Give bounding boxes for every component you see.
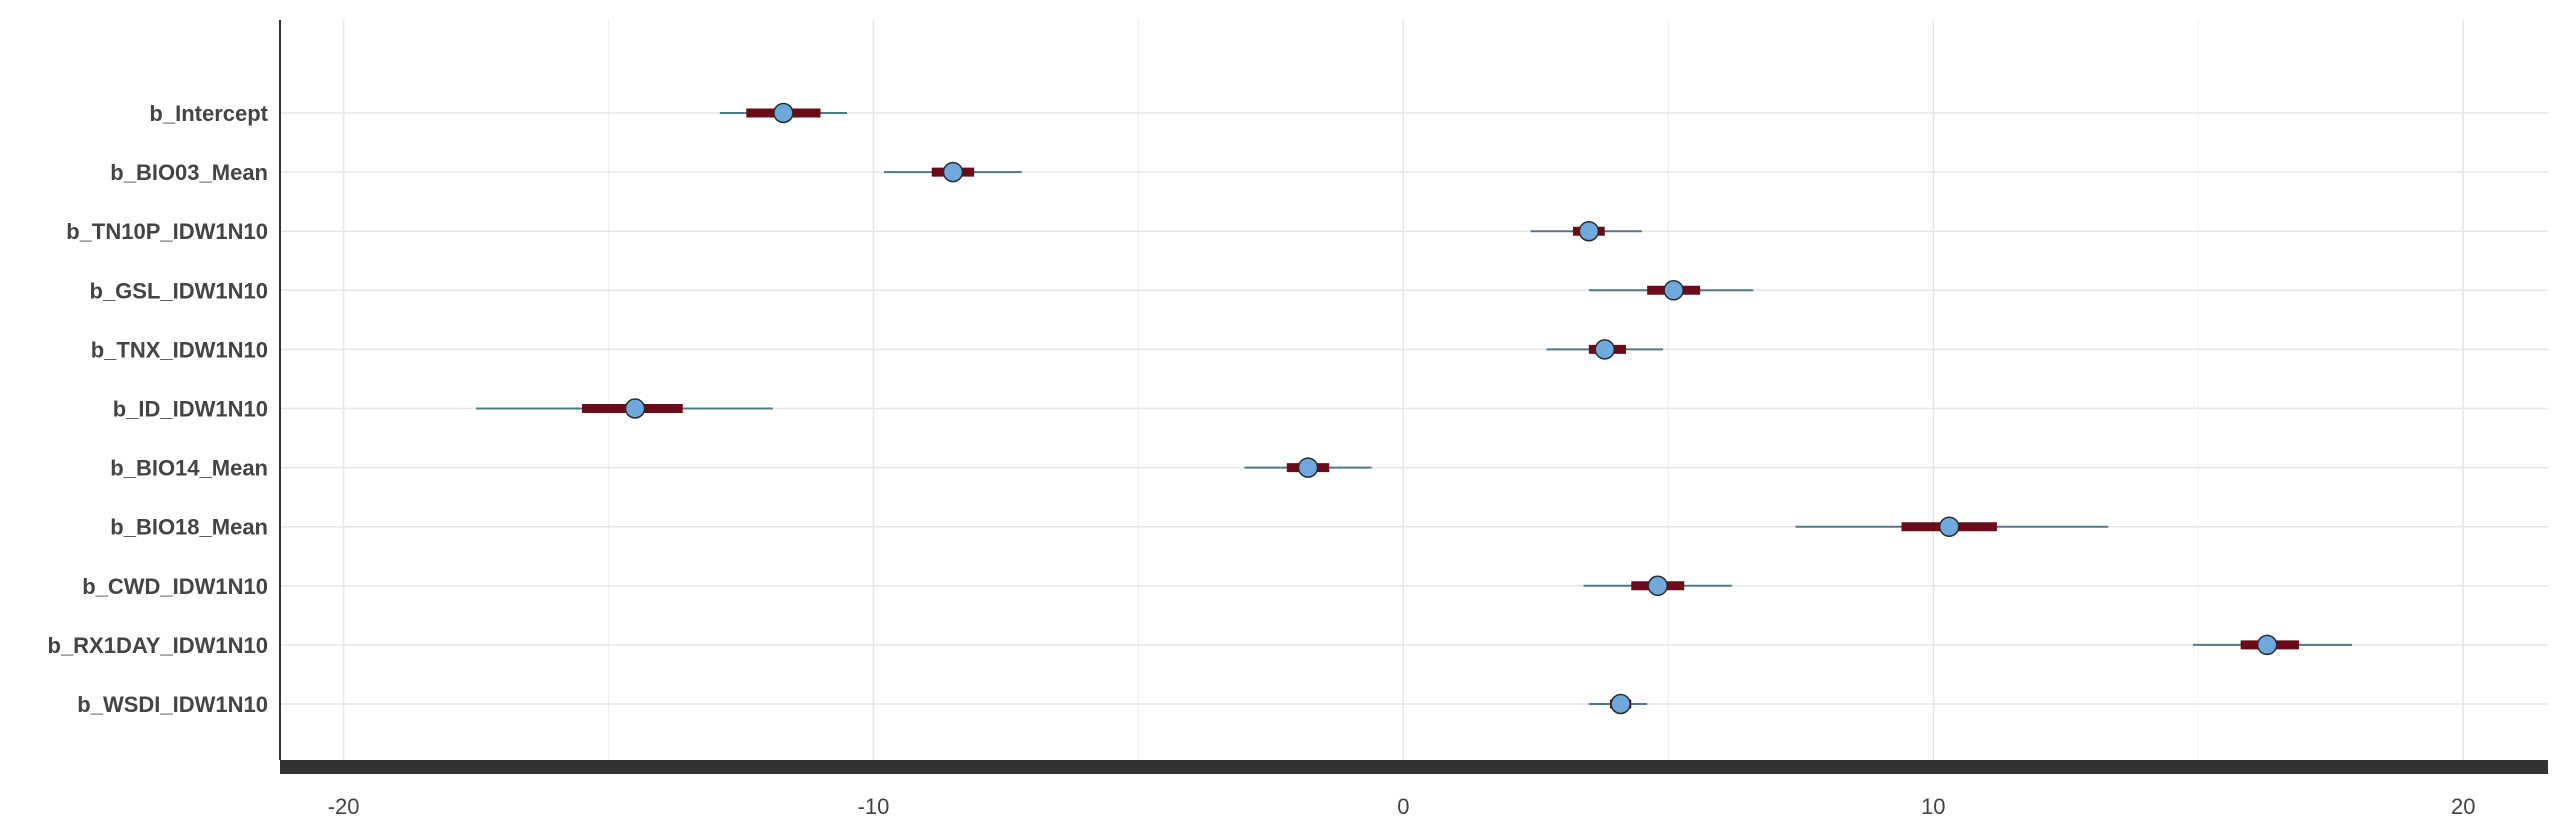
labels-layer: -20 -10 0 10 20 b_Intercept b_BIO03_Mean b_TN10…	[48, 101, 2476, 819]
y-tick-label: b_CWD_IDW1N10	[82, 574, 268, 599]
y-tick-label: b_ID_IDW1N10	[113, 397, 268, 422]
median-point	[1297, 457, 1319, 478]
axis-layer	[279, 20, 2548, 774]
median-point	[942, 161, 964, 183]
grid-layer	[280, 20, 2548, 760]
marks-layer	[476, 102, 2352, 715]
y-tick-label: b_Intercept	[149, 101, 268, 126]
y-tick-label: b_BIO14_Mean	[110, 456, 268, 481]
y-tick-label: b_RX1DAY_IDW1N10	[48, 633, 269, 658]
y-tick-label: b_TNX_IDW1N10	[91, 337, 268, 362]
median-point	[1938, 516, 1960, 537]
y-tick-label: b_BIO18_Mean	[110, 515, 268, 540]
median-point	[624, 398, 646, 419]
median-point	[1594, 339, 1616, 360]
x-tick-label: -20	[328, 794, 360, 819]
median-point	[773, 102, 794, 124]
x-tick-label: 0	[1397, 794, 1409, 819]
median-point	[1610, 693, 1631, 715]
x-axis-bar	[280, 760, 2548, 774]
y-tick-label: b_GSL_IDW1N10	[90, 278, 269, 303]
y-tick-label: b_TN10P_IDW1N10	[66, 219, 268, 244]
x-tick-label: -10	[858, 794, 890, 819]
median-point	[1578, 220, 1600, 242]
y-tick-label: b_WSDI_IDW1N10	[77, 692, 268, 717]
median-point	[2256, 634, 2278, 656]
x-tick-label: 10	[1921, 794, 1945, 819]
median-point	[1663, 280, 1684, 301]
y-tick-label: b_BIO03_Mean	[110, 160, 268, 185]
median-point	[1647, 575, 1669, 597]
x-tick-label: 20	[2451, 794, 2475, 819]
